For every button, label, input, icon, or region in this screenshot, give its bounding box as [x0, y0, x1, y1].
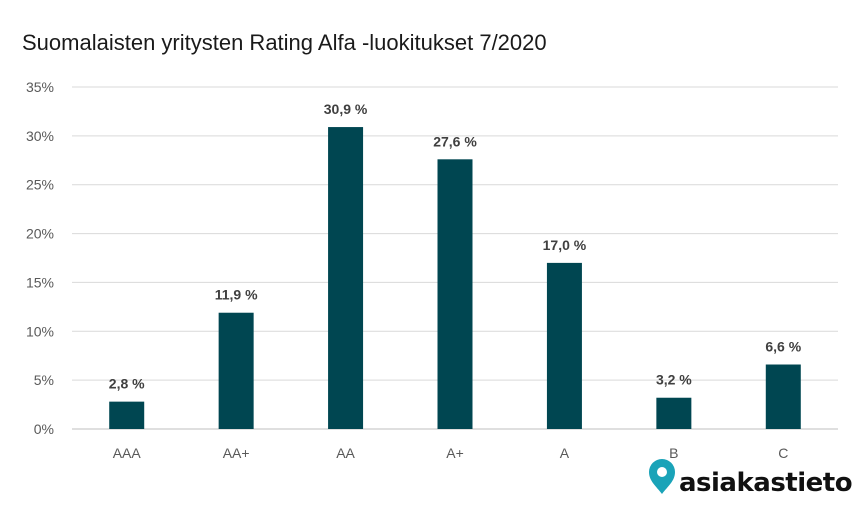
bars	[109, 127, 801, 429]
x-tick-label: AA+	[223, 445, 250, 461]
bar	[656, 397, 692, 429]
x-tick-label: B	[669, 445, 678, 461]
y-tick-label: 15%	[26, 274, 54, 290]
bar	[437, 159, 473, 429]
y-tick-label: 30%	[26, 128, 54, 144]
bar	[546, 262, 582, 429]
data-label: 2,8 %	[109, 376, 145, 392]
location-pin-icon	[649, 459, 675, 494]
bar	[218, 312, 254, 429]
bar	[765, 364, 801, 429]
x-tick-label: C	[778, 445, 788, 461]
data-label: 3,2 %	[656, 372, 692, 388]
x-tick-label: A	[560, 445, 570, 461]
logo-text: asiakastieto	[679, 468, 852, 498]
x-axis-ticks: AAA AA+ AA A+ A B C	[113, 445, 789, 461]
bar	[109, 401, 145, 429]
data-label: 6,6 %	[765, 339, 801, 355]
y-tick-label: 35%	[26, 79, 54, 95]
y-tick-label: 10%	[26, 323, 54, 339]
data-label: 30,9 %	[324, 101, 368, 117]
y-tick-label: 25%	[26, 177, 54, 193]
chart-title: Suomalaisten yritysten Rating Alfa -luok…	[22, 30, 547, 55]
bar	[328, 127, 364, 429]
y-tick-label: 0%	[34, 421, 54, 437]
x-tick-label: AA	[336, 445, 355, 461]
y-axis-ticks: 0% 5% 10% 15% 20% 25% 30% 35%	[26, 79, 54, 437]
y-tick-label: 5%	[34, 372, 54, 388]
data-labels: 2,8 % 11,9 % 30,9 % 27,6 % 17,0 % 3,2 % 6,6 %	[109, 101, 802, 392]
asiakastieto-logo: asiakastieto	[649, 459, 853, 498]
data-label: 11,9 %	[215, 287, 258, 303]
data-label: 27,6 %	[433, 133, 477, 149]
x-tick-label: A+	[446, 445, 464, 461]
x-tick-label: AAA	[113, 445, 142, 461]
y-tick-label: 20%	[26, 226, 54, 242]
data-label: 17,0 %	[543, 237, 587, 253]
